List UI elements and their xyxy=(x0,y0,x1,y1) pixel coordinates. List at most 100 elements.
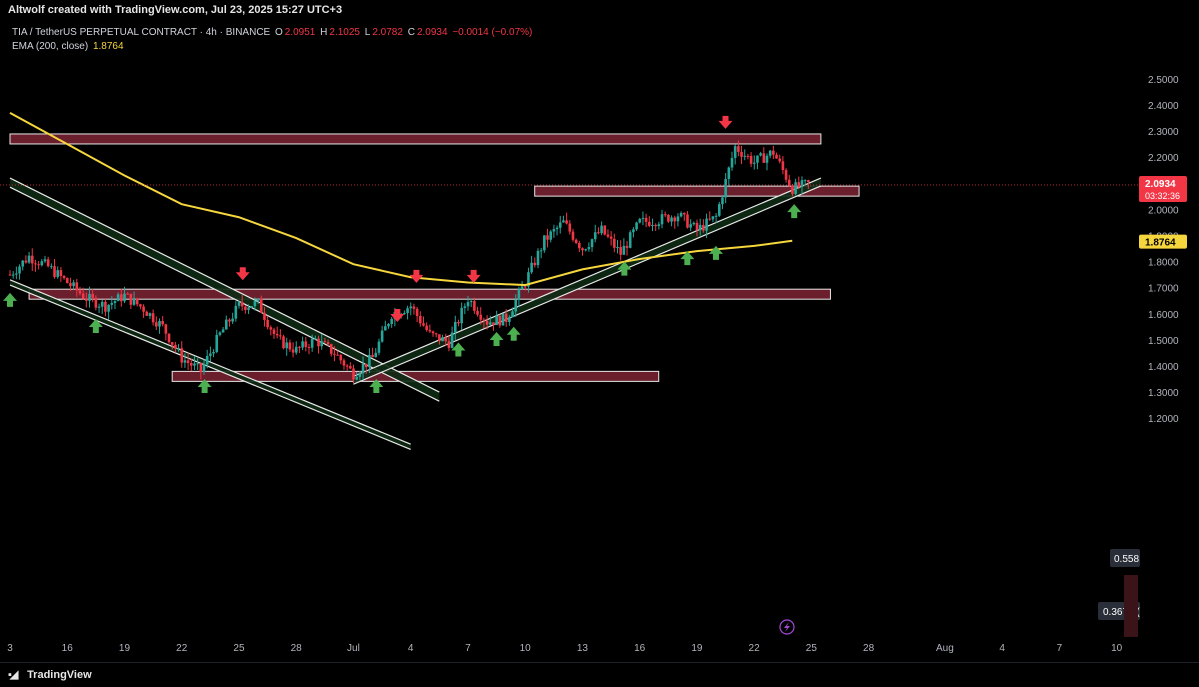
side-volume-bar xyxy=(1124,575,1138,637)
candle-body xyxy=(457,321,460,324)
candle-body xyxy=(787,179,791,186)
candle-body xyxy=(253,300,257,307)
candle-body xyxy=(794,182,797,195)
candle-body xyxy=(387,323,390,327)
candle-body xyxy=(651,224,654,226)
candle-body xyxy=(75,282,79,291)
candle-body xyxy=(555,227,559,230)
candle-body xyxy=(161,320,164,325)
candles xyxy=(8,140,810,384)
candle-body xyxy=(237,302,241,306)
y-tick-label: 1.5000 xyxy=(1148,336,1179,347)
candle-body xyxy=(104,301,107,312)
candle-body xyxy=(247,307,250,310)
candle-body xyxy=(791,185,794,195)
change-value: −0.0014 (−0.07%) xyxy=(452,27,533,38)
candle-body xyxy=(520,286,524,290)
last-price-tag-bg xyxy=(1139,176,1187,203)
candle-body xyxy=(495,315,498,326)
candle-body xyxy=(641,217,645,219)
y-tick-label: 1.8000 xyxy=(1148,258,1179,269)
x-tick-label: 22 xyxy=(749,643,761,654)
candle-body xyxy=(800,180,804,188)
candle-body xyxy=(78,290,82,294)
tradingview-brand: TradingView xyxy=(27,669,92,681)
candle-body xyxy=(158,320,161,327)
candle-body xyxy=(450,332,454,348)
candle-body xyxy=(88,293,91,301)
candle-body xyxy=(368,354,371,368)
price-chart[interactable]: 2.50002.40002.30002.20002.10002.00001.90… xyxy=(0,0,1199,662)
x-tick-label: 7 xyxy=(465,643,471,654)
candle-body xyxy=(517,289,521,300)
candle-body xyxy=(384,326,387,331)
up-arrow-icon xyxy=(617,261,632,276)
candle-body xyxy=(259,298,263,313)
y-tick-label: 2.4000 xyxy=(1148,101,1179,112)
candle-body xyxy=(613,238,616,248)
up-arrow-icon xyxy=(506,326,521,341)
candle-body xyxy=(409,306,413,309)
candle-body xyxy=(110,302,114,305)
candle-body xyxy=(628,232,632,248)
candle-body xyxy=(447,341,451,348)
ema-tag-bg xyxy=(1139,234,1187,249)
candle-body xyxy=(772,150,775,155)
candle-body xyxy=(768,150,772,156)
candle-body xyxy=(638,218,642,223)
candle-body xyxy=(148,313,152,316)
candle-body xyxy=(568,223,572,232)
candle-body xyxy=(189,362,193,366)
candle-body xyxy=(654,224,657,227)
candle-body xyxy=(352,368,355,380)
candle-body xyxy=(390,318,393,324)
candle-body xyxy=(234,305,238,319)
ema-label[interactable]: EMA (200, close) xyxy=(12,41,89,52)
tradingview-logo-icon: ▪◢ xyxy=(8,669,18,681)
open-label: O xyxy=(275,27,283,38)
candle-body xyxy=(8,274,12,276)
candle-body xyxy=(358,373,362,377)
candle-body xyxy=(186,360,190,363)
candle-body xyxy=(797,182,801,188)
candle-body xyxy=(279,335,282,337)
lightning-icon[interactable] xyxy=(779,619,795,635)
ema-value: 1.8764 xyxy=(92,41,124,52)
candle-body xyxy=(552,229,556,232)
candle-body xyxy=(374,352,378,358)
candle-body xyxy=(590,239,594,248)
candle-body xyxy=(24,260,28,263)
candle-body xyxy=(228,319,231,322)
candle-body xyxy=(37,264,40,266)
candle-body xyxy=(183,360,187,363)
close-value: 2.0934 xyxy=(416,27,448,38)
candle-body xyxy=(339,355,343,361)
x-tick-label: Jul xyxy=(347,643,360,654)
channel-line xyxy=(9,186,440,402)
candle-body xyxy=(698,224,702,231)
candle-body xyxy=(781,161,785,171)
x-tick-label: 22 xyxy=(176,643,188,654)
candle-body xyxy=(803,180,807,182)
candle-body xyxy=(527,272,530,287)
candle-body xyxy=(619,247,622,255)
candle-body xyxy=(113,301,117,303)
candle-body xyxy=(759,153,762,156)
candle-body xyxy=(438,334,441,342)
candle-body xyxy=(126,293,129,295)
candle-body xyxy=(361,363,365,374)
y-tick-label: 1.3000 xyxy=(1148,388,1179,399)
candle-body xyxy=(34,263,37,265)
last-price-tag: 2.0934 xyxy=(1145,179,1176,190)
candle-body xyxy=(419,316,422,324)
sr-zone xyxy=(9,133,822,145)
candle-body xyxy=(603,225,607,235)
candle-body xyxy=(209,353,212,356)
candle-body xyxy=(215,334,219,352)
candle-body xyxy=(533,262,537,266)
symbol-title[interactable]: TIA / TetherUS PERPETUAL CONTRACT · 4h ·… xyxy=(12,27,271,38)
time-axis: 3 16 19 22 25 28 Jul 4 7 10 13 16 19 22 25 28 Aug 4 7 10 xyxy=(7,643,1122,654)
high-value: 2.1025 xyxy=(329,27,360,38)
tradingview-logo[interactable]: ▪◢ TradingView xyxy=(8,668,92,681)
candle-body xyxy=(406,308,409,314)
